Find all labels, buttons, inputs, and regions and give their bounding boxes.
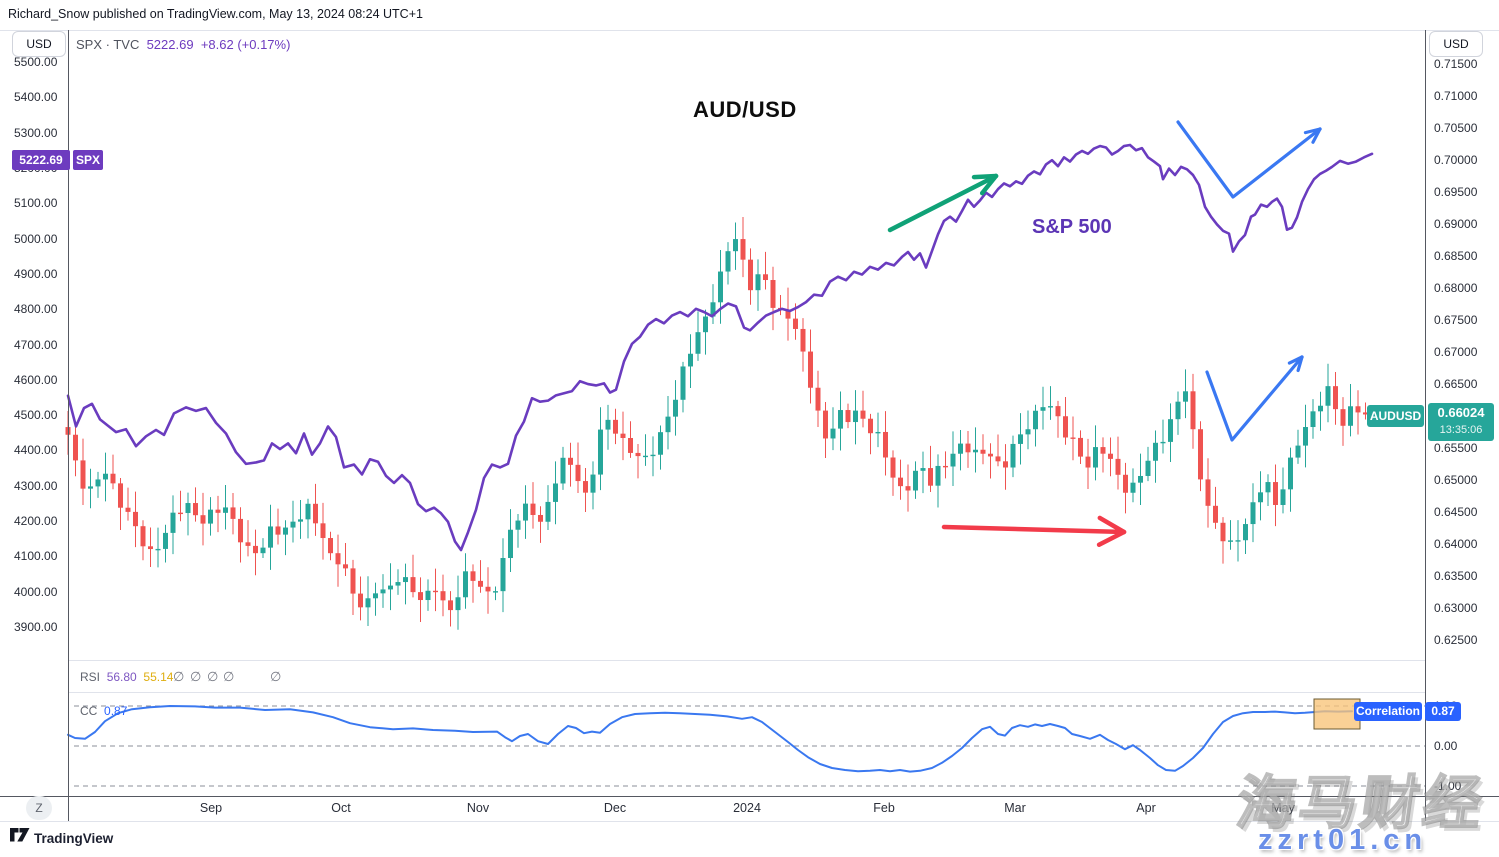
right-axis-tick: 0.71500 (1434, 57, 1478, 71)
cc-legend[interactable]: CC 0.87 (80, 704, 127, 718)
audusd-last-price-badge: 0.66024 13:35:06 (1428, 403, 1494, 441)
tradingview-brand-text[interactable]: TradingView (34, 831, 114, 846)
rsi-empty-value-icon: ∅ (270, 669, 282, 684)
right-axis-tick: 0.68500 (1434, 249, 1478, 263)
right-axis-tick: 0.68000 (1434, 281, 1478, 295)
left-axis-tick: 4300.00 (14, 479, 58, 493)
right-axis-tick: 0.65000 (1434, 473, 1478, 487)
left-axis-tick: 4800.00 (14, 302, 58, 316)
left-axis-tick: 5400.00 (14, 90, 58, 104)
teal-up-arrow (887, 173, 999, 233)
arrow-head (979, 173, 999, 196)
left-axis-tick: 4900.00 (14, 267, 58, 281)
rsi-empty-value-icon: ∅ (173, 669, 185, 684)
sp500-annotation: S&P 500 (1032, 216, 1112, 238)
red-sideways-arrow (941, 524, 1127, 535)
right-axis-tick: 0.70500 (1434, 121, 1478, 135)
blue-v-arrow-top (1176, 120, 1322, 199)
time-axis-label: 2024 (733, 801, 761, 815)
time-axis-label: Oct (331, 801, 351, 815)
arrow-head (971, 173, 999, 180)
cc-value: 0.87 (104, 704, 128, 718)
right-axis-tick: 0.70000 (1434, 153, 1478, 167)
correlation-badge-value: 0.87 (1425, 702, 1461, 721)
left-axis-tick: 5500.00 (14, 55, 58, 69)
time-axis-label: Dec (603, 801, 627, 815)
arrow-head (1303, 127, 1322, 135)
right-axis-tick: 0.62500 (1434, 633, 1478, 647)
time-axis-label: Nov (466, 801, 490, 815)
arrow-head (1097, 515, 1127, 535)
spx-symbol-badge: SPX (73, 150, 103, 170)
left-axis-tick: 4000.00 (14, 585, 58, 599)
pair-title-annotation: AUD/USD (693, 97, 797, 122)
audusd-price: 0.66024 (1437, 405, 1485, 420)
audusd-countdown: 13:35:06 (1439, 424, 1483, 436)
rsi-label: RSI (80, 670, 101, 684)
right-axis-tick: 0.69000 (1434, 217, 1478, 231)
rsi-empty-value-icon: ∅ (190, 669, 202, 684)
arrow-head (1096, 529, 1127, 547)
audusd-symbol-badge: AUDUSD (1367, 405, 1424, 427)
time-axis-label: May (1271, 801, 1295, 815)
left-axis-tick: 4200.00 (14, 514, 58, 528)
right-axis-tick: 0.64000 (1434, 537, 1478, 551)
symbol-change: +8.62 (+0.17%) (200, 37, 291, 52)
right-axis-tick: 0.67500 (1434, 313, 1478, 327)
time-axis-label: Apr (1136, 801, 1156, 815)
time-axis-label: Sep (199, 801, 223, 815)
right-axis-tick: 0.63500 (1434, 569, 1478, 583)
right-axis-tick: 0.69500 (1434, 185, 1478, 199)
left-axis-tick: 3900.00 (14, 620, 58, 634)
left-axis-currency-button[interactable]: USD (12, 31, 66, 57)
right-axis-tick: 0.66500 (1434, 377, 1478, 391)
left-axis-tick: 5000.00 (14, 232, 58, 246)
arrow-head (1296, 355, 1304, 373)
symbol-legend[interactable]: SPX · TVC 5222.69 +8.62 (+0.17%) (76, 37, 290, 52)
cc-axis-tick: -1.00 (1434, 779, 1462, 793)
rsi-empty-value-icon: ∅ (207, 669, 219, 684)
timezone-button[interactable]: Z (26, 796, 52, 820)
tradingview-logo-icon[interactable] (10, 828, 30, 851)
left-axis-tick: 4500.00 (14, 408, 58, 422)
left-axis-tick: 4600.00 (14, 373, 58, 387)
right-axis-tick: 0.71000 (1434, 89, 1478, 103)
symbol-price: 5222.69 (146, 37, 194, 52)
arrow-head (1287, 355, 1304, 365)
rsi-value-1: 56.80 (106, 670, 137, 684)
left-axis-tick: 4700.00 (14, 338, 58, 352)
left-axis-tick: 5100.00 (14, 196, 58, 210)
left-axis-tick: 4100.00 (14, 549, 58, 563)
right-axis-tick: 0.67000 (1434, 345, 1478, 359)
rsi-value-2: 55.14 (143, 670, 174, 684)
spx-last-price-badge: 5222.69 (12, 150, 70, 170)
right-axis-tick: 0.64500 (1434, 505, 1478, 519)
left-axis-tick: 5300.00 (14, 126, 58, 140)
correlation-coefficient-line (67, 705, 1353, 773)
cc-label: CC (80, 704, 98, 718)
spx-overlay-line (66, 143, 1374, 552)
time-axis-label: Feb (873, 801, 895, 815)
rsi-empty-value-icon: ∅ (223, 669, 235, 684)
rsi-legend[interactable]: RSI 56.80 55.14 (80, 670, 173, 684)
publish-line: Richard_Snow published on TradingView.co… (8, 7, 423, 21)
audusd-candlestick-series (65, 216, 1368, 630)
blue-v-arrow-bottom (1205, 355, 1304, 442)
cc-axis-tick: 0.00 (1434, 739, 1458, 753)
right-axis-tick: 0.65500 (1434, 441, 1478, 455)
time-axis-label: Mar (1004, 801, 1026, 815)
watermark-url-text: zzrt01.cn (1258, 824, 1428, 856)
symbol-name: SPX · TVC (76, 37, 140, 52)
left-axis-tick: 4400.00 (14, 443, 58, 457)
arrow-head (1311, 127, 1322, 144)
right-axis-currency-button[interactable]: USD (1429, 31, 1483, 57)
right-axis-tick: 0.63000 (1434, 601, 1478, 615)
correlation-badge-label: Correlation (1354, 702, 1422, 721)
